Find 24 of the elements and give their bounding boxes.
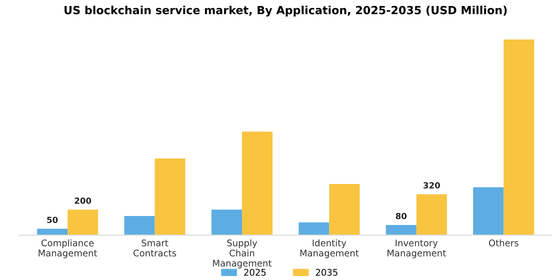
chart-title: US blockchain service market, By Application, 2025-2035 (USD Million) bbox=[64, 6, 507, 17]
bar bbox=[298, 222, 330, 236]
legend-label: 2025 bbox=[244, 268, 266, 276]
bar bbox=[124, 216, 155, 236]
data-label: 200 bbox=[74, 198, 92, 204]
bar bbox=[416, 194, 447, 236]
data-label: 80 bbox=[396, 212, 407, 220]
bar bbox=[242, 132, 273, 236]
data-label: 50 bbox=[47, 216, 58, 224]
bar bbox=[504, 39, 534, 236]
x-tick-label: Compliance Management bbox=[38, 239, 98, 258]
bar bbox=[68, 210, 98, 236]
x-tick-label: Inventory Management bbox=[388, 240, 446, 258]
x-tick-label: Smart Contracts bbox=[134, 240, 176, 256]
data-label: 320 bbox=[424, 182, 440, 188]
bar bbox=[473, 187, 504, 236]
x-tick-label: Others bbox=[488, 239, 518, 246]
x-tick-label: Supply Chain Management bbox=[213, 239, 272, 268]
bar bbox=[211, 210, 242, 236]
legend-label: 2035 bbox=[316, 268, 338, 276]
bar bbox=[154, 158, 186, 236]
bar bbox=[386, 224, 416, 236]
x-tick-label: Identity Management bbox=[300, 239, 359, 258]
bar bbox=[329, 184, 360, 236]
